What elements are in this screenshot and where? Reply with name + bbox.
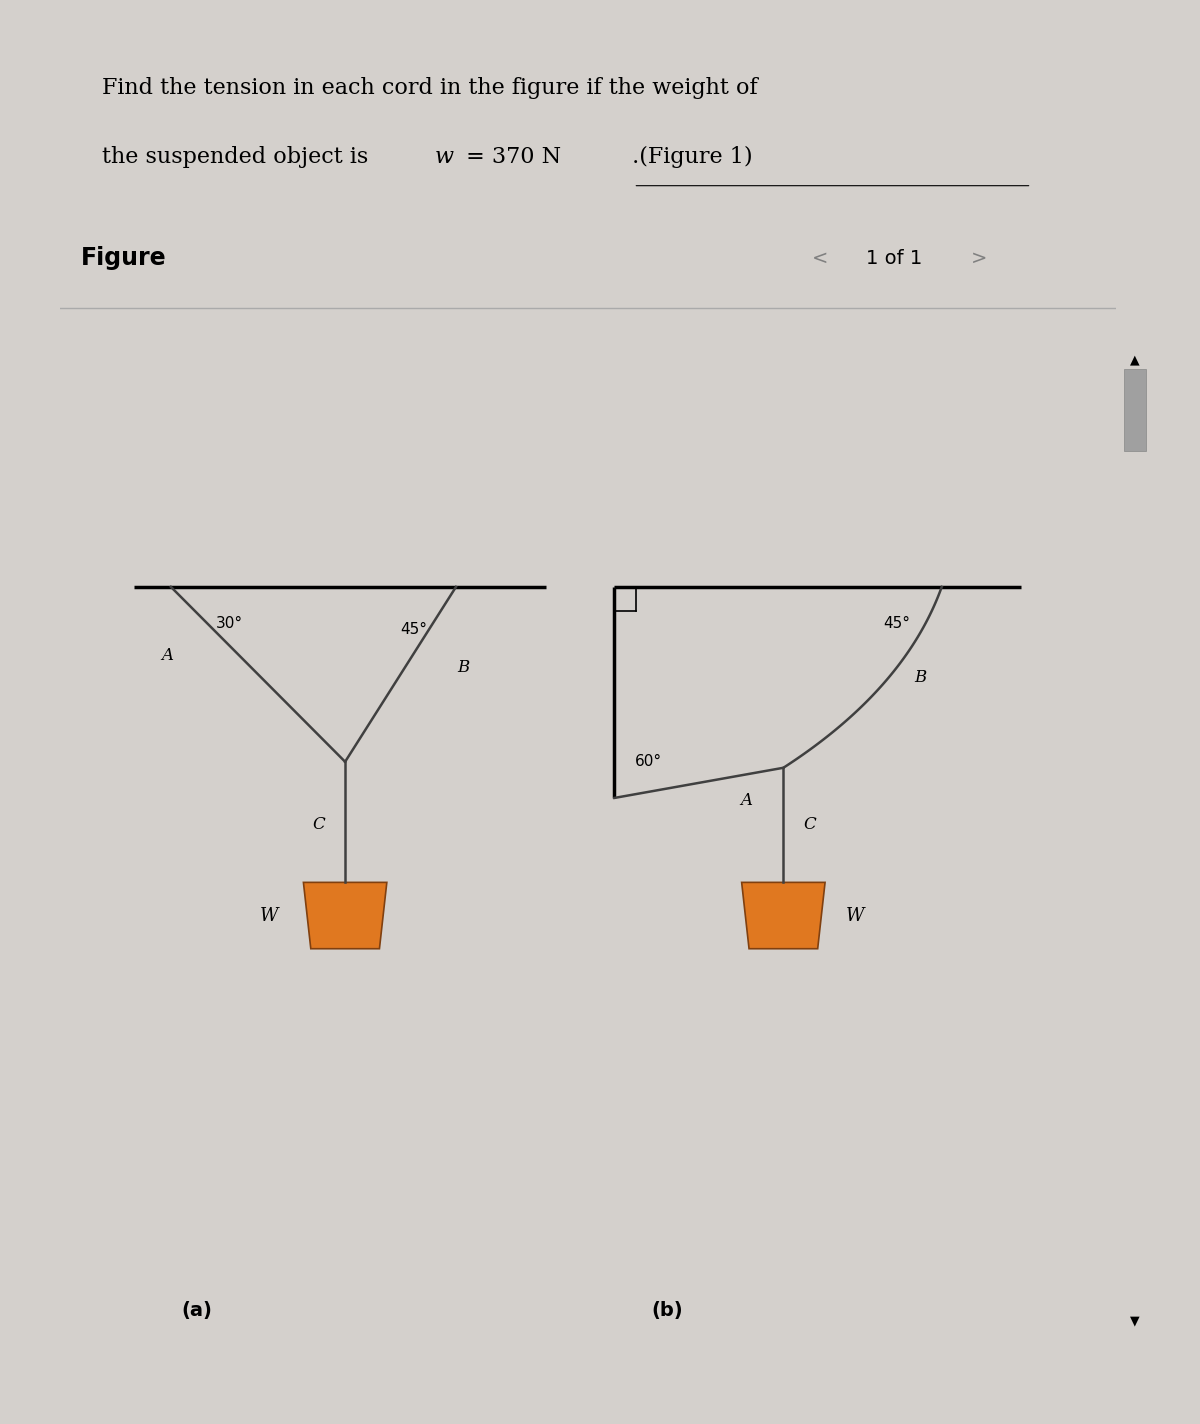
Text: (b): (b) [652,1302,683,1320]
Text: <: < [812,249,828,268]
Text: w: w [434,145,454,168]
Text: 30°: 30° [215,615,242,631]
Text: A: A [162,646,174,664]
Text: W: W [846,907,864,924]
Text: A: A [740,792,752,809]
Text: = 370 N: = 370 N [460,145,562,168]
Text: 1 of 1: 1 of 1 [866,249,923,268]
Bar [1124,369,1146,450]
Polygon shape [304,883,386,948]
Text: 45°: 45° [401,621,427,637]
Text: the suspended object is: the suspended object is [102,145,376,168]
Text: C: C [803,816,816,833]
Text: >: > [971,249,986,268]
Text: B: B [914,669,926,686]
Text: W: W [260,907,278,924]
Text: Figure: Figure [82,246,167,271]
Text: 45°: 45° [883,615,910,631]
Text: ▲: ▲ [1130,353,1140,366]
Text: ▼: ▼ [1130,1314,1140,1327]
Polygon shape [742,883,826,948]
Text: 60°: 60° [635,755,661,769]
Text: (a): (a) [182,1302,212,1320]
Text: C: C [312,816,325,833]
Text: B: B [457,659,469,676]
Text: .(Figure 1): .(Figure 1) [625,145,752,168]
Text: Find the tension in each cord in the figure if the weight of: Find the tension in each cord in the fig… [102,77,758,100]
